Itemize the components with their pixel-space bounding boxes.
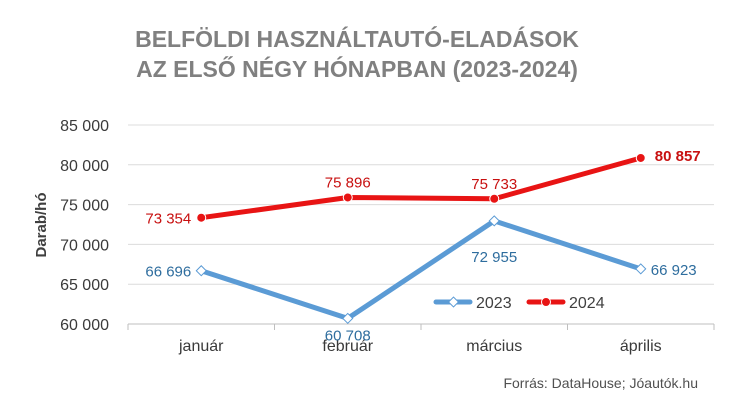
data-label: 80 857 [655,148,701,165]
data-point [196,212,207,223]
y-tick-label: 65 000 [60,277,109,294]
series-line-2024 [198,155,644,221]
data-label: 75 733 [471,176,517,193]
data-label: 75 896 [325,174,371,191]
y-tick-label: 80 000 [60,158,109,175]
legend-label: 2023 [476,295,512,312]
x-tick-label: február [322,338,373,355]
series-group: 66 696 60 708 72 955 66 923 73 354 75 896 75 7… [145,148,700,344]
data-point [342,192,353,203]
data-label: 66 696 [145,264,191,281]
chart-title-line-2: AZ ELSŐ NÉGY HÓNAPBAN (2023-2024) [136,55,578,82]
x-tick-label: április [620,338,662,355]
y-tick-label: 60 000 [60,317,109,334]
data-point [195,265,207,277]
legend: 2023 2024 [433,295,605,312]
data-point [342,312,354,325]
data-label: 72 955 [471,249,517,266]
data-label: 73 354 [145,211,191,228]
x-tick-label: március [466,338,522,355]
gridlines [127,124,715,330]
y-tick-labels: 60 000 65 000 70 000 75 000 80 000 85 000 [60,118,109,334]
series-line-2023 [198,218,644,321]
data-point [635,263,647,275]
y-axis-label: Darab/hó [33,192,50,257]
data-label: 60 708 [325,327,371,344]
y-tick-label: 85 000 [60,118,109,135]
source-note: Forrás: DataHouse; Jóautók.hu [503,375,698,391]
data-point [488,215,500,227]
legend-label: 2024 [569,295,605,312]
x-tick-label: január [178,338,224,355]
x-tick-labels: január február március április [178,338,662,355]
y-tick-label: 75 000 [60,198,109,215]
legend-marker [447,296,460,308]
data-point [635,152,646,163]
data-label: 66 923 [651,262,697,279]
legend-marker [541,297,551,307]
y-tick-label: 70 000 [60,237,109,254]
data-point [489,193,500,204]
chart-title-line-1: BELFÖLDI HASZNÁLTAUTÓ-ELADÁSOK [135,25,579,52]
